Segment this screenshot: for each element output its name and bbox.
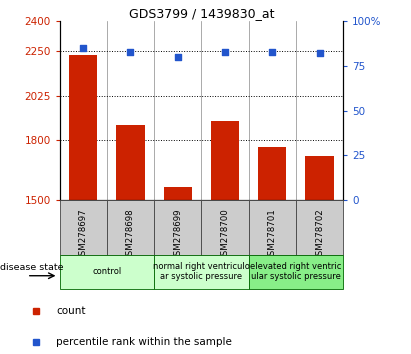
Text: elevated right ventric
ular systolic pressure: elevated right ventric ular systolic pre… — [250, 262, 342, 281]
Text: GSM278697: GSM278697 — [79, 208, 88, 261]
Text: count: count — [56, 306, 85, 316]
Bar — [60, 255, 154, 289]
Bar — [60, 200, 107, 255]
Point — [127, 49, 134, 55]
Text: percentile rank within the sample: percentile rank within the sample — [56, 337, 232, 347]
Text: disease state: disease state — [0, 263, 64, 272]
Bar — [249, 255, 343, 289]
Bar — [154, 255, 249, 289]
Bar — [164, 187, 192, 200]
Point — [174, 54, 181, 60]
Title: GDS3799 / 1439830_at: GDS3799 / 1439830_at — [129, 7, 274, 20]
Point — [316, 51, 323, 56]
Text: GSM278699: GSM278699 — [173, 208, 182, 261]
Bar — [305, 156, 334, 200]
Text: control: control — [92, 267, 122, 276]
Text: GSM278698: GSM278698 — [126, 208, 135, 261]
Bar — [296, 200, 343, 255]
Bar — [116, 125, 145, 200]
Point — [222, 49, 229, 55]
Text: GSM278700: GSM278700 — [221, 208, 229, 261]
Bar — [211, 121, 239, 200]
Bar — [107, 200, 154, 255]
Bar — [249, 200, 296, 255]
Text: normal right ventriculo
ar systolic pressure: normal right ventriculo ar systolic pres… — [153, 262, 250, 281]
Text: GSM278702: GSM278702 — [315, 208, 324, 261]
Point — [80, 45, 86, 51]
Bar — [69, 55, 97, 200]
Bar — [201, 200, 249, 255]
Point — [269, 49, 275, 55]
Bar — [154, 200, 201, 255]
Bar — [258, 147, 286, 200]
Text: GSM278701: GSM278701 — [268, 208, 277, 261]
